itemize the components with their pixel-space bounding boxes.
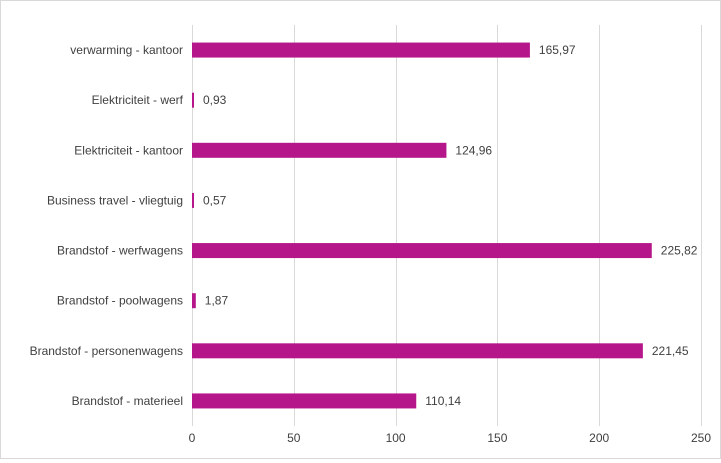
bar	[192, 92, 194, 108]
data-label: 0,57	[203, 193, 227, 207]
x-tick-label: 250	[691, 431, 711, 445]
category-label: Brandstof - poolwagens	[57, 294, 183, 308]
x-axis-ticks: 0 50 100 150 200 250	[189, 431, 712, 445]
bar	[192, 293, 196, 309]
x-tick-label: 50	[287, 431, 301, 445]
x-tick-label: 100	[386, 431, 406, 445]
category-label: Brandstof - materieel	[72, 394, 183, 408]
bar	[192, 42, 530, 58]
data-label: 110,14	[425, 394, 461, 408]
data-label: 1,87	[205, 294, 229, 308]
category-label: Elektriciteit - kantoor	[74, 143, 183, 157]
data-label: 0,93	[203, 93, 227, 107]
bar	[192, 343, 643, 359]
bar	[192, 243, 652, 259]
bars	[192, 42, 652, 409]
category-label: verwarming - kantoor	[70, 43, 183, 57]
category-label: Elektriciteit - werf	[92, 93, 184, 107]
category-label: Brandstof - werfwagens	[57, 244, 183, 258]
data-label: 221,45	[652, 344, 689, 358]
x-tick-label: 200	[589, 431, 609, 445]
value-labels: 165,97 0,93 124,96 0,57 225,82 1,87 221,45 110,…	[203, 43, 698, 408]
data-label: 165,97	[539, 43, 576, 57]
data-label: 124,96	[455, 143, 492, 157]
bar	[192, 393, 417, 409]
gridlines	[192, 25, 702, 426]
x-tick-label: 150	[487, 431, 507, 445]
category-labels: verwarming - kantoor Elektriciteit - werf…	[30, 43, 184, 408]
bar	[192, 142, 447, 158]
bar	[192, 192, 194, 208]
category-label: Business travel - vliegtuig	[47, 193, 183, 207]
category-label: Brandstof - personenwagens	[30, 344, 183, 358]
x-tick-label: 0	[189, 431, 196, 445]
data-label: 225,82	[661, 244, 698, 258]
